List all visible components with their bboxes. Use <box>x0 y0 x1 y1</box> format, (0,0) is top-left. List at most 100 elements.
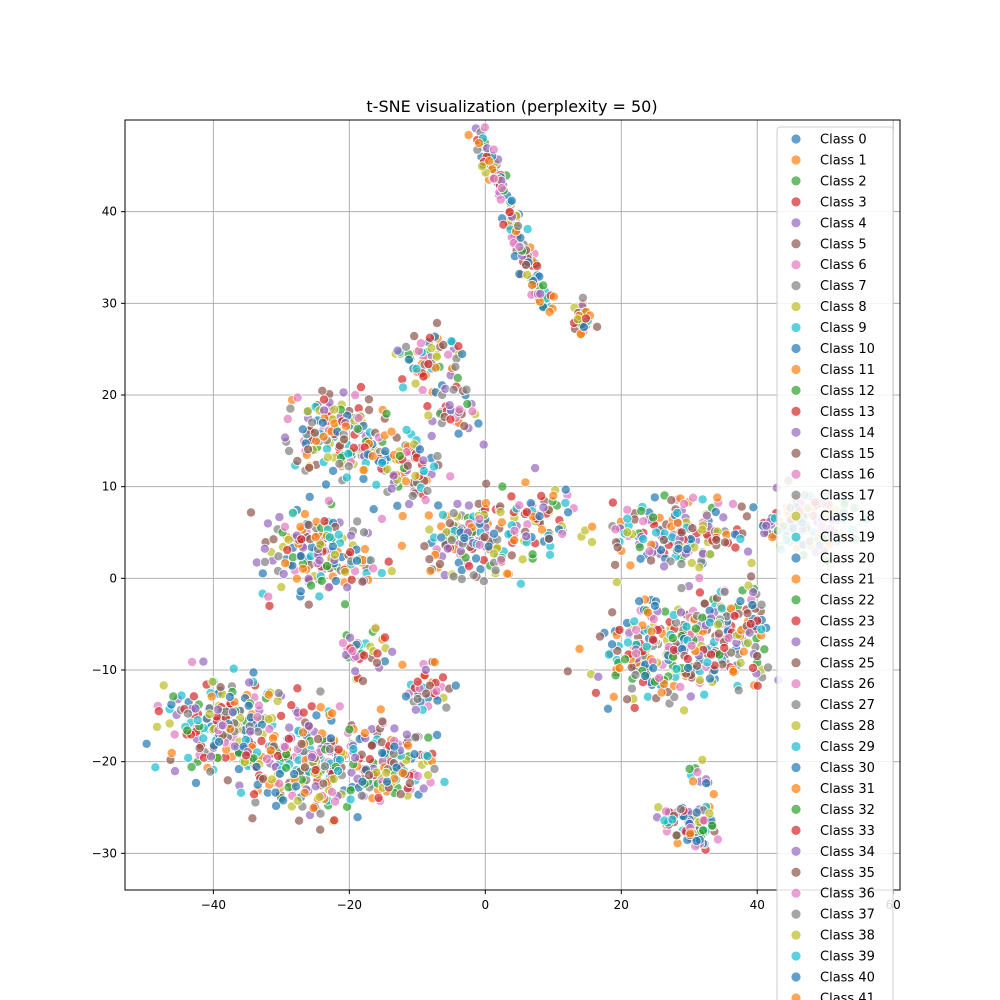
scatter-point <box>527 549 538 560</box>
scatter-point <box>675 804 686 815</box>
scatter-point <box>228 663 239 674</box>
scatter-point <box>622 513 633 524</box>
legend-label: Class 26 <box>820 677 875 692</box>
legend: Class 0 Class 1 Class 2 Class 3 Class 4 Class… <box>776 126 894 1000</box>
scatter-point <box>437 672 448 683</box>
scatter-point <box>314 555 325 566</box>
scatter-point <box>292 455 303 466</box>
scatter-point <box>631 624 642 635</box>
scatter-point <box>422 751 433 762</box>
scatter-point <box>337 638 348 649</box>
scatter-point <box>463 500 474 511</box>
scatter-point <box>386 426 397 437</box>
scatter-point <box>446 336 457 347</box>
scatter-point <box>712 834 723 845</box>
scatter-point <box>478 439 489 450</box>
scatter-point <box>603 649 614 660</box>
scatter-point <box>263 591 274 602</box>
scatter-point <box>418 783 429 794</box>
scatter-point <box>186 762 197 773</box>
legend-marker <box>790 950 802 962</box>
scatter-point <box>364 770 375 781</box>
scatter-point <box>490 565 501 576</box>
legend-label: Class 24 <box>820 635 875 650</box>
scatter-point <box>744 627 755 638</box>
legend-marker <box>790 866 802 878</box>
scatter-point <box>672 517 683 528</box>
scatter-point <box>468 570 479 581</box>
scatter-point <box>359 650 370 661</box>
scatter-point <box>423 510 434 521</box>
legend-label: Class 32 <box>820 803 875 818</box>
scatter-point <box>484 156 495 167</box>
scatter-point <box>318 778 329 789</box>
scatter-point <box>704 808 715 819</box>
scatter-point <box>345 632 356 643</box>
scatter-point <box>684 763 695 774</box>
scatter-point <box>304 462 315 473</box>
scatter-point <box>707 820 718 831</box>
legend-label: Class 11 <box>820 363 875 378</box>
scatter-point <box>266 774 277 785</box>
scatter-point <box>478 576 489 587</box>
scatter-point <box>723 633 734 644</box>
scatter-point <box>450 361 461 372</box>
scatter-point <box>333 744 344 755</box>
scatter-point <box>381 408 392 419</box>
scatter-point <box>190 703 201 714</box>
legend-marker <box>790 301 802 313</box>
scatter-point <box>504 206 515 217</box>
scatter-point <box>182 725 193 736</box>
scatter-point <box>282 413 293 424</box>
scatter-point <box>705 673 716 684</box>
scatter-point <box>328 465 339 476</box>
scatter-point <box>401 424 412 435</box>
scatter-point <box>640 671 651 682</box>
scatter-point <box>261 754 272 765</box>
scatter-point <box>283 733 294 744</box>
scatter-point <box>251 761 262 772</box>
scatter-point <box>340 599 351 610</box>
scatter-point <box>312 734 323 745</box>
scatter-point <box>372 648 383 659</box>
scatter-point <box>422 401 433 412</box>
scatter-point <box>759 644 770 655</box>
scatter-point <box>419 541 430 552</box>
legend-label: Class 19 <box>820 531 875 546</box>
scatter-point <box>150 762 161 773</box>
scatter-point <box>321 561 332 572</box>
scatter-point <box>397 382 408 393</box>
legend-label: Class 13 <box>820 405 875 420</box>
scatter-point <box>415 338 426 349</box>
scatter-point <box>333 765 344 776</box>
legend-label: Class 39 <box>820 950 875 965</box>
scatter-point <box>245 507 256 518</box>
scatter-point <box>423 359 434 370</box>
scatter-point <box>587 521 598 532</box>
scatter-point <box>679 498 690 509</box>
scatter-point <box>448 571 459 582</box>
scatter-point <box>327 541 338 552</box>
scatter-point <box>303 720 314 731</box>
scatter-point <box>222 775 233 786</box>
scatter-point <box>302 406 313 417</box>
scatter-point <box>474 513 485 524</box>
scatter-point <box>276 582 287 593</box>
scatter-point <box>403 354 414 365</box>
scatter-point <box>169 766 180 777</box>
scatter-point <box>358 465 369 476</box>
scatter-point <box>509 535 520 546</box>
scatter-point <box>364 754 375 765</box>
scatter-point <box>299 509 310 520</box>
legend-marker <box>790 741 802 752</box>
scatter-point <box>545 549 556 560</box>
scatter-point <box>320 479 331 490</box>
scatter-point <box>386 483 397 494</box>
scatter-point <box>257 568 268 579</box>
scatter-point <box>463 561 474 572</box>
scatter-point <box>686 640 697 651</box>
scatter-point <box>626 683 637 694</box>
legend-marker <box>790 510 802 522</box>
scatter-point <box>324 532 335 543</box>
scatter-point <box>651 527 662 538</box>
